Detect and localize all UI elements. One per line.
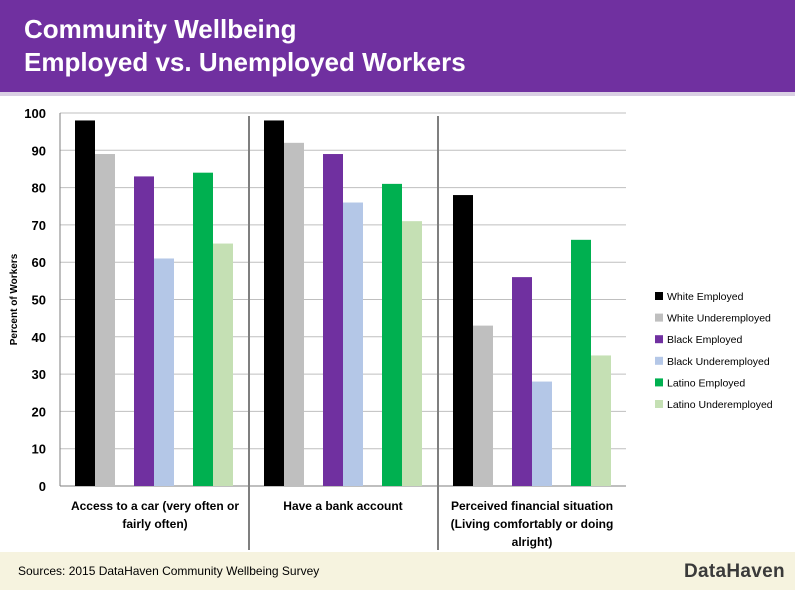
header-banner: Community Wellbeing Employed vs. Unemplo… bbox=[0, 0, 795, 92]
legend-swatch bbox=[655, 292, 663, 300]
legend-label: Latino Underemployed bbox=[667, 399, 773, 411]
legend-swatch bbox=[655, 335, 663, 344]
bar-white-underemployed bbox=[95, 154, 115, 486]
category-label: Access to a car (very often or bbox=[71, 499, 239, 513]
source-note: Sources: 2015 DataHaven Community Wellbe… bbox=[18, 564, 320, 578]
y-tick-label: 20 bbox=[32, 404, 46, 419]
y-tick-label: 50 bbox=[32, 293, 46, 308]
bar-black-employed bbox=[134, 176, 154, 486]
y-tick-label: 80 bbox=[32, 181, 46, 196]
category-label: alright) bbox=[512, 535, 553, 549]
legend-label: Latino Employed bbox=[667, 377, 745, 389]
bar-chart: 0 10 20 30 40 50 60 70 80 90 100 Percent of Workers… bbox=[9, 106, 773, 550]
bar-white-employed bbox=[264, 120, 284, 487]
page-title-line1: Community Wellbeing bbox=[24, 14, 297, 44]
y-tick-label: 30 bbox=[32, 367, 46, 382]
category-label: Have a bank account bbox=[283, 499, 402, 513]
legend-label: White Underemployed bbox=[667, 313, 771, 325]
legend-label: Black Underemployed bbox=[667, 356, 770, 368]
y-tick-label: 10 bbox=[32, 442, 46, 457]
category-label: fairly often) bbox=[122, 517, 187, 531]
bar-latino-employed bbox=[382, 183, 402, 486]
legend-swatch bbox=[655, 400, 663, 408]
y-tick-label: 40 bbox=[32, 330, 46, 345]
y-tick-label: 90 bbox=[32, 143, 46, 158]
y-tick-label: 70 bbox=[32, 218, 46, 233]
bar-black-employed bbox=[323, 154, 343, 486]
bar-black-underemployed bbox=[343, 202, 363, 486]
page-title-line2: Employed vs. Unemployed Workers bbox=[24, 47, 466, 77]
legend-swatch bbox=[655, 313, 663, 322]
header-divider bbox=[0, 92, 795, 96]
bar-latino-underemployed bbox=[591, 355, 611, 486]
bar-latino-underemployed bbox=[402, 221, 422, 487]
y-tick-label: 100 bbox=[24, 106, 46, 121]
bar-white-employed bbox=[453, 195, 473, 486]
y-tick-label: 60 bbox=[32, 255, 46, 270]
y-axis-title: Percent of Workers bbox=[9, 253, 20, 345]
y-tick-label: 0 bbox=[39, 479, 46, 494]
category-label: (Living comfortably or doing bbox=[451, 517, 614, 531]
bar-white-employed bbox=[75, 120, 95, 487]
bar-black-employed bbox=[512, 277, 532, 486]
bar-black-underemployed bbox=[154, 258, 174, 486]
footer-bar: Sources: 2015 DataHaven Community Wellbe… bbox=[0, 552, 795, 590]
legend-label: Black Employed bbox=[667, 334, 742, 346]
datahaven-logo: DataHaven bbox=[684, 561, 785, 582]
legend-swatch bbox=[655, 356, 663, 365]
bar-white-underemployed bbox=[473, 325, 493, 486]
bar-white-underemployed bbox=[284, 142, 304, 486]
legend-swatch bbox=[655, 378, 663, 387]
legend-label: White Employed bbox=[667, 291, 744, 303]
bar-latino-employed bbox=[193, 172, 213, 486]
bar-black-underemployed bbox=[532, 381, 552, 486]
bar-latino-underemployed bbox=[213, 243, 233, 486]
bar-latino-employed bbox=[571, 239, 591, 486]
category-label: Perceived financial situation bbox=[451, 499, 613, 513]
